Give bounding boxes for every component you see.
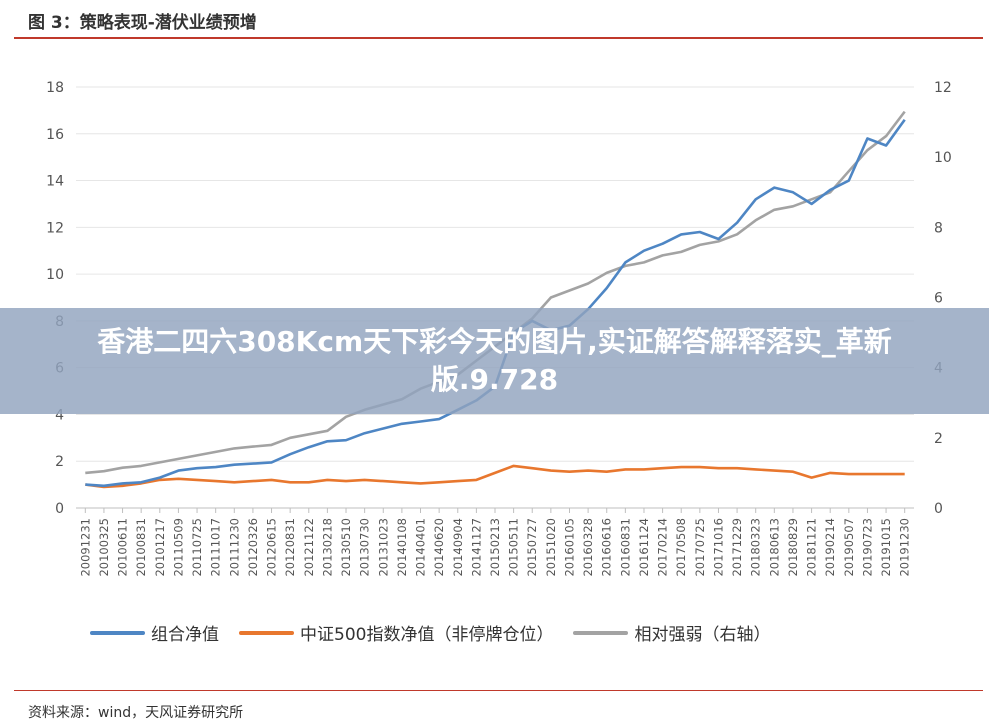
x-axis-tick-label: 20191015 (879, 518, 893, 577)
x-axis-tick-label: 20100325 (97, 518, 111, 577)
x-axis-tick-label: 20111017 (209, 518, 223, 577)
legend-label-relative: 相对强弱（右轴） (634, 625, 771, 645)
x-axis-tick-label: 20121122 (302, 518, 316, 577)
x-axis-tick-label: 20170214 (656, 518, 670, 577)
x-axis-tick-label: 20130730 (358, 518, 372, 577)
x-axis-tick-label: 20141127 (469, 518, 483, 577)
left-axis-tick-label: 12 (46, 220, 64, 236)
x-axis-tick-label: 20131023 (376, 518, 390, 577)
legend-swatch-index (239, 630, 294, 635)
x-axis-tick-label: 20150727 (525, 518, 539, 577)
x-axis-tick-label: 20140401 (414, 518, 428, 577)
left-axis-tick-label: 18 (46, 80, 64, 96)
right-axis-tick-label: 12 (934, 80, 952, 96)
right-axis-tick-label: 2 (934, 431, 943, 447)
x-axis-tick-label: 20180613 (767, 518, 781, 577)
x-axis-tick-label: 20190723 (860, 518, 874, 577)
x-axis-tick-label: 20161124 (637, 518, 651, 577)
source-note: 资料来源：wind，天风证券研究所 (28, 705, 244, 721)
x-axis-tick-label: 20140904 (451, 518, 465, 577)
series-line-index (85, 464, 905, 489)
top-divider (14, 37, 983, 39)
x-axis-tick-label: 20120326 (246, 518, 260, 577)
x-axis-tick-label: 20100831 (134, 518, 148, 577)
x-axis-tick-label: 20171229 (730, 518, 744, 577)
x-axis-tick-label: 20130510 (339, 518, 353, 577)
x-axis-tick-label: 20191230 (898, 518, 912, 577)
series-line-relative (85, 110, 906, 475)
x-axis-tick-label: 20150511 (507, 518, 521, 577)
chart-title: 图 3：策略表现-潜伏业绩预增 (28, 13, 257, 33)
left-axis-tick-label: 4 (55, 407, 64, 423)
x-axis-tick-label: 20171016 (711, 518, 725, 577)
right-axis-tick-label: 10 (934, 150, 952, 166)
x-axis-tick-label: 20180323 (749, 518, 763, 577)
x-axis-tick-label: 20110725 (190, 518, 204, 577)
left-axis-tick-label: 16 (46, 127, 64, 143)
x-axis-tick-label: 20091231 (78, 518, 92, 577)
x-axis-tick-label: 20170508 (674, 518, 688, 577)
left-axis-tick-label: 2 (55, 454, 64, 470)
x-axis-tick-label: 20151020 (544, 518, 558, 577)
x-axis-tick-label: 20160616 (600, 518, 614, 577)
x-axis-tick-label: 20160105 (562, 518, 576, 577)
x-axis-tick-label: 20120831 (283, 518, 297, 577)
right-axis-tick-label: 0 (934, 501, 943, 517)
x-axis-tick-label: 20160831 (618, 518, 632, 577)
left-axis-tick-label: 0 (55, 501, 64, 517)
x-axis-tick-label: 20190507 (842, 518, 856, 577)
legend-label-portfolio: 组合净值 (151, 625, 219, 645)
series-line-portfolio (85, 118, 906, 488)
x-axis-tick-label: 20100611 (116, 518, 130, 577)
x-axis-tick-label: 20150213 (488, 518, 502, 577)
left-axis-tick-label: 14 (46, 174, 64, 190)
x-axis-tick-label: 20111230 (227, 518, 241, 577)
x-axis-tick-label: 20130218 (320, 518, 334, 577)
bottom-divider (14, 690, 983, 691)
right-axis-tick-label: 6 (934, 291, 943, 307)
right-axis-tick-label: 8 (934, 220, 943, 236)
legend-item-index: 中证500指数净值（非停牌仓位） (239, 620, 553, 645)
x-axis-tick-label: 20160328 (581, 518, 595, 577)
legend-item-relative: 相对强弱（右轴） (573, 620, 770, 645)
overlay-banner: 香港二四六308Kcm天下彩今天的图片,实证解答解释落实_革新版.9.728 (0, 308, 989, 414)
x-axis-tick-label: 20170725 (693, 518, 707, 577)
legend-swatch-portfolio (90, 630, 145, 635)
overlay-banner-text: 香港二四六308Kcm天下彩今天的图片,实证解答解释落实_革新版.9.728 (97, 325, 892, 396)
x-axis-tick-label: 20110509 (171, 518, 185, 577)
x-axis-tick-label: 20190214 (823, 518, 837, 577)
legend-label-index: 中证500指数净值（非停牌仓位） (300, 625, 554, 645)
x-axis-tick-label: 20120615 (265, 518, 279, 577)
x-axis-tick-label: 20181121 (805, 518, 819, 577)
x-axis-tick-label: 20140108 (395, 518, 409, 577)
legend-item-portfolio: 组合净值 (90, 620, 219, 645)
x-axis-tick-label: 20140620 (432, 518, 446, 577)
x-axis-tick-label: 20180829 (786, 518, 800, 577)
chart-legend: 组合净值 中证500指数净值（非停牌仓位） 相对强弱（右轴） (90, 620, 920, 645)
legend-swatch-relative (573, 630, 629, 635)
x-axis-tick-label: 20101217 (153, 518, 167, 577)
left-axis-tick-label: 10 (46, 267, 64, 283)
